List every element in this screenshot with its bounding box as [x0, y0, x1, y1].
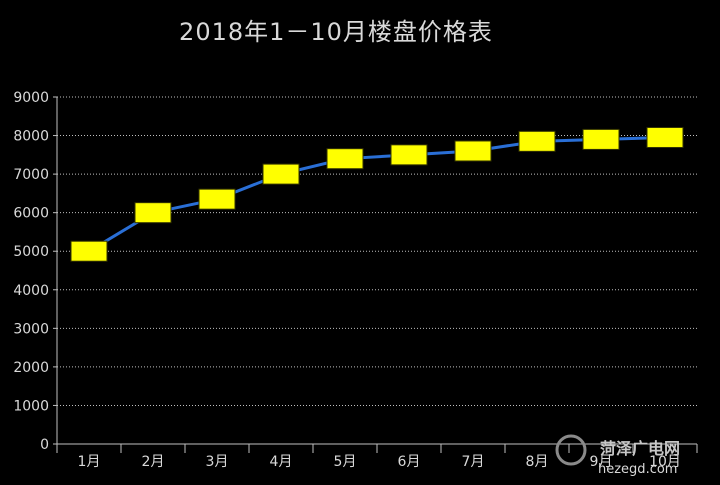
y-tick-label: 1000 — [13, 398, 49, 414]
x-tick-label: 8月 — [526, 454, 549, 470]
data-point-marker — [70, 240, 108, 262]
chart-title: 2018年1－10月楼盘价格表 — [179, 18, 493, 46]
series-line-path — [88, 135, 666, 253]
x-tick-label: 9月 — [590, 454, 613, 470]
data-point-marker — [518, 130, 556, 152]
y-tick-label: 7000 — [13, 167, 49, 183]
watermark-url: hezegd.com — [598, 462, 677, 477]
x-tick-label: 6月 — [398, 454, 421, 470]
x-tick-label: 7月 — [462, 454, 485, 470]
x-tick-label: 3月 — [206, 454, 229, 470]
watermark-logo: 菏泽广电网 hezegd.com — [555, 434, 680, 477]
data-point-marker — [646, 126, 684, 148]
data-point-marker — [454, 140, 492, 162]
x-tick-label: 5月 — [334, 454, 357, 470]
y-tick-label: 3000 — [13, 321, 49, 337]
axes — [53, 96, 698, 453]
x-tick-label: 1月 — [78, 454, 101, 470]
data-point-marker — [198, 188, 236, 210]
data-point-marker — [262, 163, 300, 185]
y-tick-label: 8000 — [13, 129, 49, 145]
y-tick-labels: 0 1000 2000 3000 4000 5000 6000 7000 8000 9000 — [13, 90, 49, 453]
data-point-marker — [582, 128, 620, 150]
y-tick-label: 9000 — [13, 90, 49, 106]
y-tick-label: 0 — [40, 437, 49, 453]
data-point-marker — [134, 202, 172, 224]
y-tick-label: 2000 — [13, 360, 49, 376]
y-tick-label: 6000 — [13, 206, 49, 222]
series-line — [88, 135, 666, 253]
data-markers — [70, 126, 684, 262]
data-point-marker — [326, 148, 364, 170]
data-point-marker — [390, 144, 428, 166]
x-tick-label: 10月 — [649, 454, 681, 470]
x-tick-label: 4月 — [270, 454, 293, 470]
x-tick-labels: 1月 2月 3月 4月 5月 6月 7月 8月 9月 10月 — [78, 454, 681, 470]
watermark-logo-icon — [555, 434, 587, 466]
watermark-name: 菏泽广电网 — [600, 439, 680, 458]
x-tick-label: 2月 — [142, 454, 165, 470]
y-tick-label: 4000 — [13, 283, 49, 299]
y-tick-label: 5000 — [13, 244, 49, 260]
